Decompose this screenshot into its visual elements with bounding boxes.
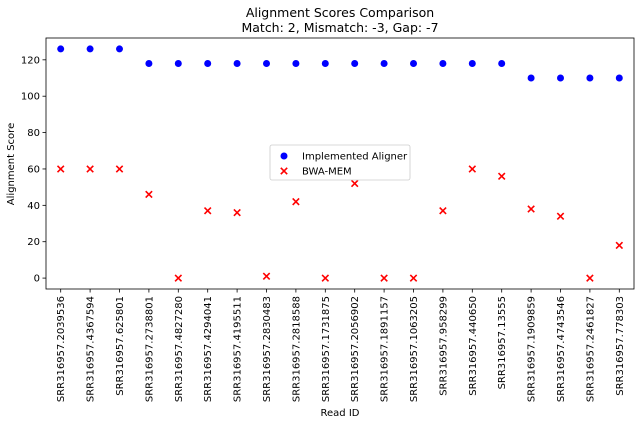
y-tick-label: 100 <box>21 92 40 103</box>
point-implemented-aligner <box>527 74 535 82</box>
point-bwa-mem <box>115 165 124 173</box>
point-bwa-mem <box>56 165 65 173</box>
y-tick-label: 20 <box>27 237 40 248</box>
y-tick-label: 80 <box>27 128 40 139</box>
x-tick-label: SRR316957.778303 <box>615 296 626 396</box>
point-implemented-aligner <box>586 74 594 82</box>
point-bwa-mem <box>497 172 506 180</box>
x-tick-label: SRR316957.4367594 <box>86 296 97 402</box>
legend-box <box>269 144 411 181</box>
point-implemented-aligner <box>86 45 94 53</box>
point-bwa-mem <box>203 207 212 215</box>
point-implemented-aligner <box>380 59 388 67</box>
plot-border <box>45 37 635 290</box>
x-tick-label: SRR316957.4294041 <box>203 296 214 402</box>
x-tick-label: SRR316957.2056902 <box>350 296 361 402</box>
point-bwa-mem <box>556 212 565 221</box>
point-implemented-aligner <box>292 59 300 67</box>
point-bwa-mem <box>262 272 271 281</box>
point-implemented-aligner <box>116 45 123 53</box>
point-implemented-aligner <box>57 45 65 53</box>
point-bwa-mem <box>527 205 535 213</box>
point-bwa-mem <box>615 241 624 250</box>
point-bwa-mem <box>409 274 418 282</box>
y-tick-label: 60 <box>27 164 40 175</box>
x-tick-label: SRR316957.1731875 <box>321 296 332 402</box>
y-axis-label: Alignment Score <box>6 123 17 205</box>
x-tick-label: SRR316957.1063205 <box>409 296 420 402</box>
point-implemented-aligner <box>174 59 182 67</box>
point-implemented-aligner <box>468 59 476 67</box>
x-axis: SRR316957.2039536 SRR316957.4367594 SRR316… <box>56 289 626 402</box>
point-bwa-mem <box>321 274 330 282</box>
point-bwa-mem <box>439 207 447 215</box>
x-tick-label: SRR316957.4195511 <box>233 296 244 402</box>
point-implemented-aligner <box>498 59 506 67</box>
x-axis-label: Read ID <box>321 408 360 419</box>
point-implemented-aligner <box>439 59 447 67</box>
y-tick-label: 0 <box>34 274 40 285</box>
x-tick-label: SRR316957.2818588 <box>291 296 302 402</box>
point-bwa-mem <box>145 190 153 199</box>
point-bwa-mem <box>468 165 477 173</box>
x-tick-label: SRR316957.958299 <box>438 296 449 396</box>
x-tick-label: SRR316957.2039536 <box>56 296 67 402</box>
legend: Implemented Aligner BWA-MEM <box>269 144 411 181</box>
point-bwa-mem <box>350 179 359 188</box>
x-tick-label: SRR316957.4827280 <box>174 296 185 402</box>
y-tick-label: 40 <box>27 201 40 212</box>
point-implemented-aligner <box>145 59 153 67</box>
point-bwa-mem <box>586 274 594 282</box>
y-tick-label: 120 <box>21 55 40 66</box>
point-bwa-mem <box>174 274 183 282</box>
chart-title: Alignment Scores Comparison <box>246 5 434 20</box>
point-bwa-mem <box>380 274 388 282</box>
legend-marker <box>280 167 288 175</box>
y-axis: 0 20 40 60 80 100 120 <box>21 55 46 285</box>
point-implemented-aligner <box>263 59 270 67</box>
legend-label: Implemented Aligner <box>302 152 408 163</box>
point-bwa-mem <box>292 197 300 206</box>
x-tick-label: SRR316957.4743546 <box>556 296 567 402</box>
legend-label: BWA-MEM <box>302 167 352 178</box>
point-implemented-aligner <box>410 59 417 67</box>
x-tick-label: SRR316957.2738801 <box>144 296 155 402</box>
point-implemented-aligner <box>233 59 241 67</box>
x-tick-label: SRR316957.1891157 <box>380 296 391 402</box>
x-tick-label: SRR316957.440650 <box>468 296 479 396</box>
x-tick-label: SRR316957.1909859 <box>527 296 538 402</box>
x-tick-label: SRR316957.2461827 <box>585 296 596 402</box>
point-implemented-aligner <box>615 74 623 82</box>
data-points <box>56 45 624 282</box>
chart-subtitle: Match: 2, Mismatch: -3, Gap: -7 <box>241 20 438 35</box>
legend-marker <box>280 152 288 160</box>
x-tick-label: SRR316957.625801 <box>115 296 126 396</box>
point-bwa-mem <box>86 165 94 173</box>
point-implemented-aligner <box>204 59 212 67</box>
point-implemented-aligner <box>557 74 564 82</box>
x-tick-label: SRR316957.2830483 <box>262 296 273 402</box>
plot-area <box>45 37 635 290</box>
point-bwa-mem <box>233 208 241 217</box>
point-implemented-aligner <box>351 59 359 67</box>
x-tick-label: SRR316957.13555 <box>497 296 508 389</box>
point-implemented-aligner <box>321 59 329 67</box>
